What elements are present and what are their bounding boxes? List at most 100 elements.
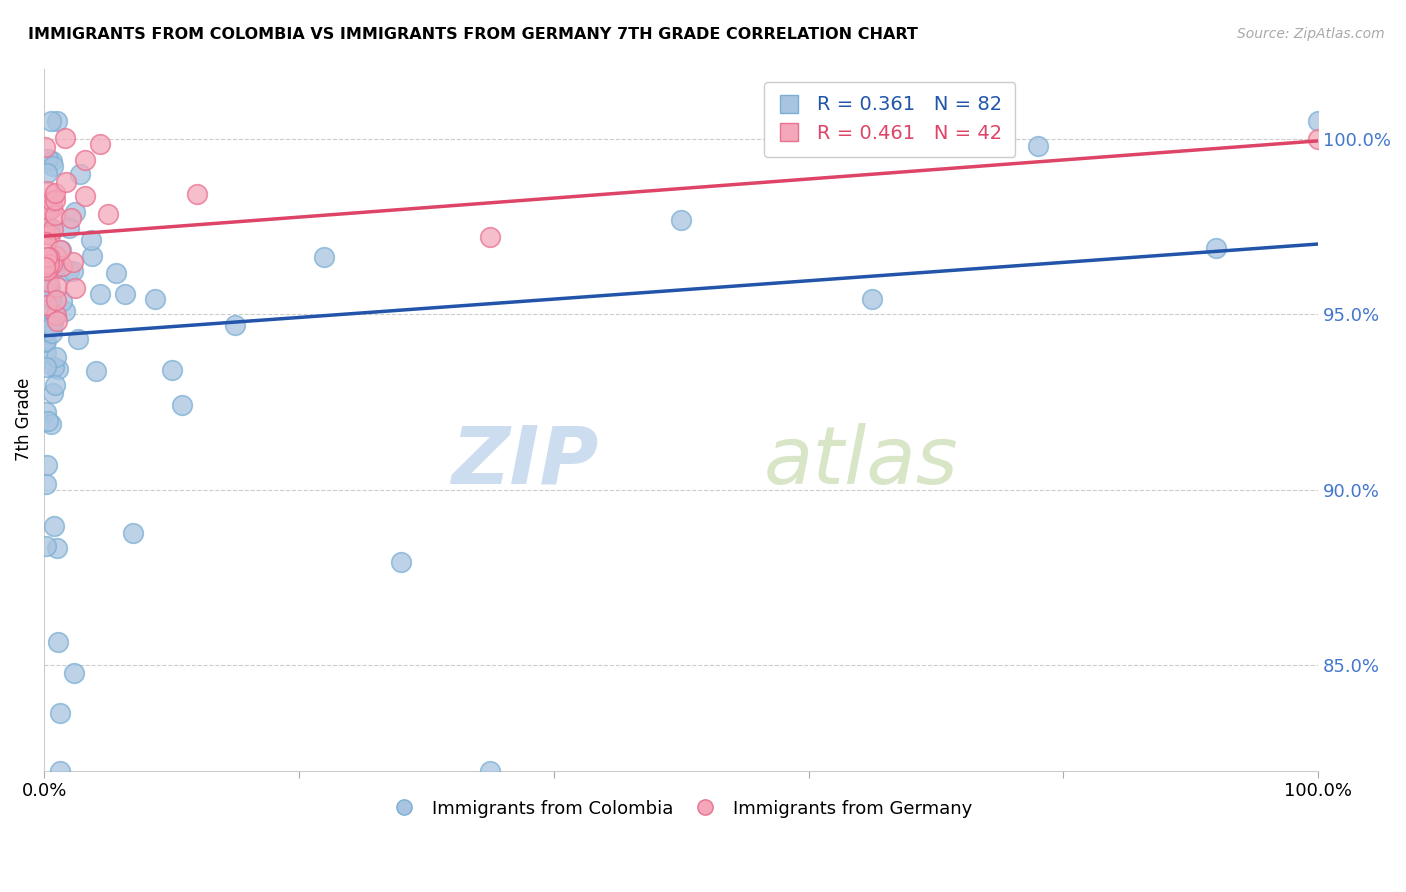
Point bbox=[34, 335, 56, 350]
Point bbox=[44, 186, 66, 200]
Point bbox=[34, 227, 56, 242]
Point bbox=[39, 281, 62, 295]
Point bbox=[34, 209, 56, 223]
Point bbox=[39, 318, 62, 332]
Point bbox=[34, 285, 56, 299]
Point bbox=[41, 257, 63, 271]
Point bbox=[35, 346, 58, 360]
Point bbox=[860, 292, 883, 306]
Point bbox=[479, 230, 502, 244]
Point bbox=[80, 249, 103, 263]
Text: ZIP: ZIP bbox=[451, 423, 599, 500]
Point bbox=[39, 114, 62, 128]
Point bbox=[45, 293, 67, 308]
Y-axis label: 7th Grade: 7th Grade bbox=[15, 378, 32, 461]
Point bbox=[42, 316, 65, 330]
Point bbox=[35, 250, 58, 264]
Point bbox=[389, 555, 412, 569]
Point bbox=[44, 262, 66, 277]
Point bbox=[53, 131, 76, 145]
Point bbox=[669, 213, 692, 227]
Point bbox=[45, 308, 67, 322]
Point bbox=[44, 193, 66, 207]
Point bbox=[84, 364, 107, 378]
Legend: Immigrants from Colombia, Immigrants from Germany: Immigrants from Colombia, Immigrants fro… bbox=[382, 792, 979, 825]
Point bbox=[63, 204, 86, 219]
Point bbox=[160, 362, 183, 376]
Point bbox=[49, 764, 72, 778]
Point bbox=[45, 541, 67, 555]
Point bbox=[67, 333, 90, 347]
Point bbox=[34, 539, 56, 553]
Point bbox=[37, 298, 59, 312]
Point bbox=[73, 153, 96, 167]
Point bbox=[37, 413, 59, 427]
Point bbox=[38, 219, 60, 234]
Point bbox=[35, 334, 58, 348]
Point bbox=[35, 477, 58, 491]
Point bbox=[49, 243, 72, 257]
Point bbox=[63, 665, 86, 680]
Point bbox=[41, 153, 63, 168]
Point bbox=[62, 264, 84, 278]
Point bbox=[42, 359, 65, 374]
Point bbox=[34, 220, 56, 235]
Point bbox=[41, 326, 63, 340]
Point bbox=[35, 201, 58, 215]
Point bbox=[41, 201, 63, 215]
Point bbox=[186, 186, 208, 201]
Point bbox=[55, 175, 77, 189]
Point bbox=[35, 235, 58, 249]
Point bbox=[45, 114, 67, 128]
Point bbox=[45, 350, 67, 364]
Point bbox=[39, 227, 62, 242]
Text: Source: ZipAtlas.com: Source: ZipAtlas.com bbox=[1237, 27, 1385, 41]
Point bbox=[80, 233, 103, 247]
Point bbox=[39, 417, 62, 432]
Point bbox=[34, 332, 56, 346]
Point bbox=[224, 318, 246, 333]
Point bbox=[41, 194, 63, 208]
Point bbox=[34, 260, 56, 274]
Point bbox=[41, 221, 63, 235]
Text: atlas: atlas bbox=[763, 423, 959, 500]
Point bbox=[1205, 241, 1227, 255]
Point bbox=[37, 289, 59, 303]
Point bbox=[1308, 114, 1330, 128]
Point bbox=[44, 378, 66, 392]
Point bbox=[479, 764, 502, 778]
Point bbox=[89, 136, 111, 151]
Point bbox=[89, 286, 111, 301]
Point bbox=[35, 458, 58, 472]
Point bbox=[53, 303, 76, 318]
Point bbox=[38, 199, 60, 213]
Point bbox=[42, 518, 65, 533]
Point bbox=[37, 282, 59, 296]
Point bbox=[1308, 132, 1330, 146]
Point bbox=[46, 635, 69, 649]
Point bbox=[34, 204, 56, 219]
Point bbox=[58, 264, 80, 278]
Point bbox=[37, 281, 59, 295]
Point bbox=[46, 314, 69, 328]
Point bbox=[51, 259, 73, 273]
Point bbox=[48, 243, 70, 257]
Point bbox=[49, 706, 72, 720]
Point bbox=[38, 202, 60, 217]
Point bbox=[41, 258, 63, 272]
Point bbox=[46, 279, 69, 293]
Point bbox=[34, 263, 56, 277]
Point bbox=[314, 250, 336, 264]
Point bbox=[35, 359, 58, 374]
Point bbox=[35, 202, 58, 216]
Point bbox=[172, 398, 194, 412]
Point bbox=[41, 318, 63, 333]
Point bbox=[63, 281, 86, 295]
Point bbox=[38, 275, 60, 289]
Point bbox=[58, 221, 80, 235]
Point bbox=[1026, 138, 1049, 153]
Point bbox=[37, 152, 59, 166]
Point bbox=[44, 208, 66, 222]
Point bbox=[45, 249, 67, 263]
Text: IMMIGRANTS FROM COLOMBIA VS IMMIGRANTS FROM GERMANY 7TH GRADE CORRELATION CHART: IMMIGRANTS FROM COLOMBIA VS IMMIGRANTS F… bbox=[28, 27, 918, 42]
